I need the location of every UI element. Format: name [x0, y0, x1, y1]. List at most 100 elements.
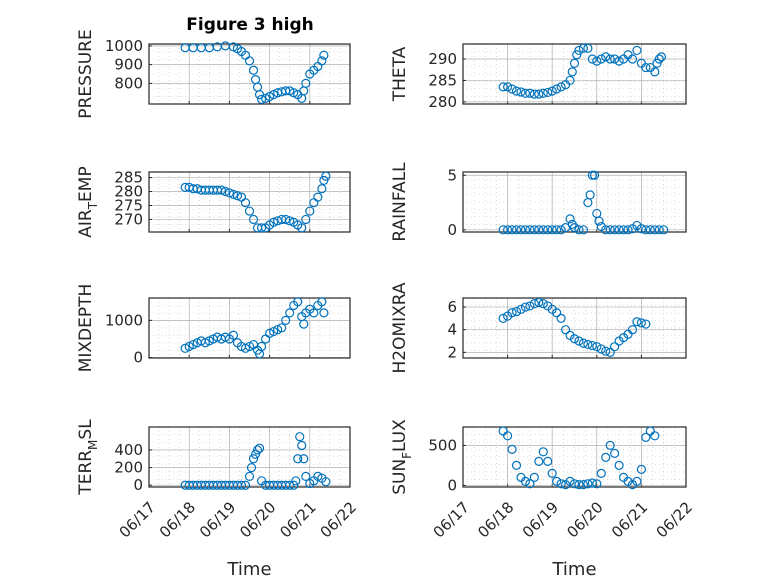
data-point	[503, 225, 513, 235]
data-point	[538, 447, 548, 457]
y-tick-label: 270	[114, 210, 143, 228]
data-point	[627, 325, 638, 335]
data-point	[538, 88, 548, 98]
data-point	[610, 342, 620, 352]
data-point	[525, 301, 535, 311]
axes-box	[462, 426, 687, 488]
data-point	[632, 476, 642, 486]
y-tick-label: 1000	[105, 311, 143, 329]
data-point	[587, 478, 597, 488]
data-point	[516, 225, 526, 235]
data-point	[297, 440, 307, 451]
data-point	[285, 480, 295, 490]
data-point	[240, 480, 251, 490]
data-point	[636, 224, 647, 234]
data-point	[592, 479, 602, 489]
data-point	[520, 476, 531, 486]
y-axis-label: PRESSURE	[76, 29, 96, 118]
subplot-6: 2 4 6 H2OMIXRA	[390, 282, 687, 374]
data-point	[654, 225, 664, 235]
y-axis-label-tail: SL	[76, 419, 96, 440]
data-point	[636, 318, 647, 328]
data-point	[659, 225, 669, 235]
data-point	[520, 302, 531, 312]
y-tick-label: 0	[447, 221, 457, 239]
data-point	[246, 462, 257, 473]
data-point	[317, 297, 327, 307]
y-axis-label: AIRTEMP	[76, 166, 100, 237]
data-point	[293, 297, 303, 307]
data-point	[614, 56, 624, 66]
data-point	[520, 225, 531, 235]
data-point	[299, 454, 309, 464]
data-point	[228, 189, 239, 199]
data-point	[641, 225, 651, 235]
data-point	[244, 206, 255, 216]
y-tick-label: 0	[133, 349, 143, 367]
data-point	[228, 330, 239, 340]
data-point	[507, 444, 517, 454]
y-tick-label: 1000	[105, 37, 143, 55]
data-point	[319, 175, 329, 185]
data-point	[317, 184, 327, 194]
data-point	[585, 190, 595, 200]
data-point	[587, 54, 597, 64]
x-axis-label: Time	[551, 559, 596, 580]
y-tick-label: 285	[428, 71, 457, 89]
data-point	[525, 225, 535, 235]
y-tick-label: 900	[114, 56, 143, 74]
data-point	[534, 89, 544, 99]
data-point	[538, 299, 548, 309]
subplot-4: 0 5 RAINFALL	[390, 162, 687, 242]
data-point	[256, 341, 267, 352]
y-axis-label: H2OMIXRA	[390, 282, 410, 373]
data-point	[650, 225, 660, 235]
data-point	[636, 464, 647, 474]
data-point	[578, 480, 589, 490]
y-tick-label: 500	[428, 436, 457, 454]
data-point	[565, 75, 575, 86]
data-point	[525, 479, 535, 489]
data-point	[623, 225, 633, 235]
data-point	[285, 216, 295, 226]
data-point	[511, 86, 522, 96]
data-point	[589, 170, 600, 180]
data-point	[596, 54, 606, 64]
data-point	[583, 43, 593, 53]
data-point	[232, 191, 243, 201]
data-point	[556, 479, 566, 489]
data-point	[574, 336, 584, 346]
data-point	[529, 225, 539, 235]
data-point	[574, 225, 584, 235]
data-point	[641, 319, 651, 329]
data-point	[281, 214, 291, 225]
data-point	[569, 58, 580, 68]
data-point	[511, 306, 522, 317]
y-tick-label: 280	[428, 93, 457, 111]
data-point	[556, 313, 566, 323]
data-point	[583, 339, 593, 350]
axes-box	[462, 297, 687, 359]
data-point	[538, 225, 548, 235]
data-point	[656, 52, 667, 62]
data-point	[252, 445, 263, 455]
data-point	[293, 454, 303, 464]
data-point	[583, 479, 593, 489]
y-axis-label: SUNFLUX	[390, 419, 414, 495]
data-point	[534, 225, 544, 235]
data-point	[256, 94, 267, 104]
y-tick-label: 4	[447, 321, 457, 339]
data-point	[309, 308, 319, 318]
y-axis-label: THETA	[390, 46, 410, 102]
data-point	[297, 223, 307, 233]
y-tick-label: 0	[447, 476, 457, 494]
data-point	[543, 225, 553, 235]
data-point	[305, 206, 315, 216]
data-point	[224, 188, 234, 198]
data-point	[654, 54, 664, 64]
data-point	[319, 308, 329, 318]
data-point	[601, 452, 611, 462]
